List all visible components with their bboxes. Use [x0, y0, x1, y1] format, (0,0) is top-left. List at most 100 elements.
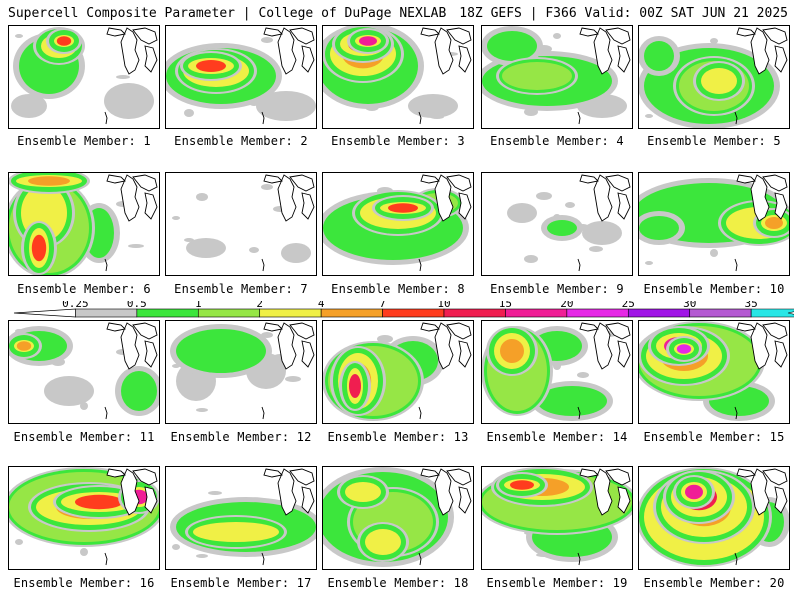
- scp-contour: [16, 341, 32, 351]
- map-title: Supercell Composite Parameter | College …: [8, 6, 447, 21]
- great-lakes-outline: [132, 468, 158, 486]
- scp-contour: [196, 60, 226, 72]
- great-lakes-outline: [458, 340, 472, 368]
- low-value-speckle: [184, 109, 194, 117]
- ensemble-member-map: [322, 320, 474, 424]
- great-lakes-outline: [289, 322, 315, 340]
- ensemble-member-label: Ensemble Member: 11: [13, 430, 155, 444]
- low-value-speckle: [172, 544, 180, 550]
- ensemble-member-label: Ensemble Member: 6: [17, 282, 151, 296]
- colorbar-segment: [136, 308, 199, 318]
- ensemble-member-label: Ensemble Member: 3: [331, 134, 465, 148]
- low-value-speckle: [710, 249, 718, 257]
- scp-contour-field: [170, 322, 315, 420]
- low-value-speckle: [196, 193, 208, 201]
- great-lakes-outline: [289, 174, 315, 192]
- colorbar-segment: [750, 308, 800, 318]
- ensemble-member-label: Ensemble Member: 13: [327, 430, 469, 444]
- coastline-mark: [734, 552, 738, 566]
- scp-contour: [186, 238, 226, 258]
- great-lakes-outline: [736, 322, 756, 332]
- low-value-speckle: [645, 114, 653, 118]
- coastline-mark: [418, 552, 422, 566]
- ensemble-member-label: Ensemble Member: 9: [490, 282, 624, 296]
- colorbar-segment: [689, 308, 752, 318]
- great-lakes-outline: [762, 322, 788, 340]
- scp-contour: [408, 94, 458, 118]
- colorbar-segment: [505, 308, 568, 318]
- ensemble-member-map: [322, 25, 474, 129]
- ensemble-member-map: [638, 320, 790, 424]
- scp-contour-field: [323, 174, 472, 272]
- great-lakes-outline: [120, 27, 140, 75]
- great-lakes-outline: [289, 27, 315, 45]
- low-value-speckle: [172, 216, 180, 220]
- great-lakes-outline: [617, 340, 631, 368]
- ensemble-member-map: [322, 466, 474, 570]
- great-lakes-outline: [289, 468, 315, 486]
- great-lakes-outline: [301, 192, 315, 220]
- great-lakes-outline: [277, 174, 297, 222]
- great-lakes-outline: [774, 486, 788, 514]
- ensemble-member-map: [8, 466, 160, 570]
- scp-contour: [359, 36, 377, 46]
- scp-contour-field: [639, 174, 789, 272]
- colorbar-segment: [566, 308, 629, 318]
- ensemble-member-map: [322, 172, 474, 276]
- great-lakes-outline: [434, 468, 454, 516]
- coastline-mark: [418, 111, 422, 125]
- scp-contour: [349, 374, 361, 398]
- ensemble-member-map: [8, 320, 160, 424]
- colorbar-segment: [320, 308, 383, 318]
- great-lakes-outline: [617, 45, 631, 73]
- great-lakes-outline: [458, 45, 472, 73]
- great-lakes-outline: [750, 27, 770, 75]
- great-lakes-outline: [579, 468, 599, 478]
- colorbar-left-arrow: [13, 308, 76, 318]
- scp-contour-field: [482, 26, 631, 125]
- great-lakes-outline: [120, 322, 140, 370]
- scp-contour: [56, 36, 72, 46]
- colorbar-segment: [75, 308, 138, 318]
- colorbar-level-label: 2: [256, 301, 263, 310]
- great-lakes-outline: [762, 174, 788, 192]
- great-lakes-outline: [420, 27, 440, 37]
- scp-contour: [176, 329, 266, 373]
- colorbar-level-label: 35: [745, 301, 758, 310]
- low-value-speckle: [577, 372, 589, 378]
- great-lakes-outline: [132, 27, 158, 45]
- color-scale-bar: 0.25 0.5 1 2 4 7 10 15 20 25 30 35: [8, 297, 800, 327]
- coastline-mark: [104, 552, 108, 566]
- great-lakes-outline: [277, 468, 297, 516]
- great-lakes-outline: [605, 468, 631, 486]
- great-lakes-outline: [458, 192, 472, 220]
- colorbar-level-label: 0.25: [62, 301, 89, 310]
- scp-contour-field: [11, 27, 158, 125]
- scp-contour: [75, 494, 123, 510]
- ensemble-member-label: Ensemble Member: 19: [486, 576, 628, 590]
- scp-contour: [209, 524, 263, 540]
- great-lakes-outline: [605, 174, 631, 192]
- low-value-speckle: [80, 548, 88, 556]
- ensemble-member-label: Ensemble Member: 15: [643, 430, 785, 444]
- low-value-speckle: [261, 37, 273, 43]
- scp-contour: [281, 243, 311, 263]
- scp-contour-field: [9, 173, 158, 275]
- great-lakes-outline: [750, 322, 770, 370]
- coastline-mark: [104, 258, 108, 272]
- coastline-mark: [261, 552, 265, 566]
- colorbar-level-label: 7: [379, 301, 386, 310]
- ensemble-member-map: [638, 466, 790, 570]
- low-value-speckle: [553, 33, 561, 39]
- great-lakes-outline: [420, 174, 440, 184]
- colorbar-level-label: 30: [683, 301, 696, 310]
- coastline-mark: [577, 111, 581, 125]
- great-lakes-outline: [263, 468, 283, 478]
- great-lakes-outline: [144, 45, 158, 73]
- colorbar-level-label: 10: [437, 301, 450, 310]
- ensemble-member-label: Ensemble Member: 10: [643, 282, 785, 296]
- great-lakes-outline: [144, 486, 158, 514]
- low-value-speckle: [15, 539, 23, 545]
- great-lakes-outline: [593, 468, 613, 516]
- scp-contour: [502, 62, 572, 90]
